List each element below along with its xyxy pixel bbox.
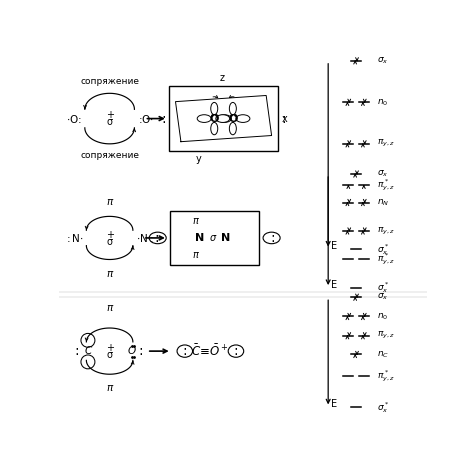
Text: x: x	[282, 114, 287, 123]
Text: $n_0$: $n_0$	[377, 311, 388, 322]
Ellipse shape	[211, 122, 218, 135]
Text: $n_0$: $n_0$	[377, 97, 388, 108]
Text: π: π	[107, 303, 113, 313]
Text: y: y	[196, 154, 201, 164]
Text: $\sigma_x$: $\sigma_x$	[377, 292, 389, 303]
Text: E: E	[330, 280, 337, 290]
Bar	[170, 211, 259, 265]
Text: $\pi_{y,z}$: $\pi_{y,z}$	[377, 225, 395, 237]
Ellipse shape	[236, 115, 250, 122]
Text: +: +	[106, 110, 114, 121]
Text: $n_C$: $n_C$	[377, 349, 389, 360]
Text: $\sigma_x$: $\sigma_x$	[377, 169, 389, 179]
Text: $\cdot$N$:$: $\cdot$N$:$	[136, 232, 154, 244]
Ellipse shape	[197, 115, 211, 122]
Text: +: +	[106, 343, 114, 353]
Text: :: :	[182, 344, 187, 358]
Ellipse shape	[211, 103, 218, 115]
Text: O: O	[210, 114, 219, 123]
Text: σ: σ	[107, 350, 113, 360]
Text: :: :	[155, 231, 159, 245]
Text: σ: σ	[107, 117, 113, 128]
Text: $\pi_{y,z}^*$: $\pi_{y,z}^*$	[377, 177, 395, 193]
Text: :: :	[138, 344, 143, 358]
Ellipse shape	[216, 115, 230, 122]
Text: $\pi_{y,z}^*$: $\pi_{y,z}^*$	[377, 369, 395, 384]
Ellipse shape	[229, 122, 237, 135]
Text: :: :	[75, 344, 79, 358]
Text: N: N	[221, 233, 230, 243]
Text: $\cdot$O:: $\cdot$O:	[66, 113, 82, 125]
Text: z: z	[219, 73, 225, 83]
Text: сопряжение: сопряжение	[80, 77, 139, 86]
Text: $\pi_{y,z}^*$: $\pi_{y,z}^*$	[377, 252, 395, 267]
Text: C: C	[84, 346, 91, 356]
Text: σ: σ	[210, 233, 216, 243]
Text: N: N	[195, 233, 204, 243]
Ellipse shape	[229, 103, 237, 115]
Text: O: O	[228, 114, 237, 123]
Text: $\sigma_x$: $\sigma_x$	[377, 55, 389, 66]
Bar	[169, 86, 278, 151]
Ellipse shape	[218, 115, 231, 122]
Text: $\sigma_x^*$: $\sigma_x^*$	[377, 242, 389, 257]
Text: O: O	[127, 346, 136, 356]
Text: :: :	[234, 344, 238, 358]
Text: :: :	[281, 112, 285, 126]
Text: $\sigma_x^*$: $\sigma_x^*$	[377, 280, 389, 295]
Text: $\pi_{y,z}$: $\pi_{y,z}$	[377, 330, 395, 341]
Text: $n_N$: $n_N$	[377, 197, 389, 208]
Text: π: π	[193, 216, 199, 225]
Text: :: :	[162, 112, 166, 126]
Text: $\sigma_x^*$: $\sigma_x^*$	[377, 400, 389, 415]
Text: E: E	[330, 399, 337, 409]
Text: π: π	[107, 383, 113, 394]
Text: :O$\cdot$: :O$\cdot$	[137, 113, 154, 125]
Text: π: π	[193, 250, 199, 260]
Text: π: π	[107, 197, 113, 207]
Text: E: E	[330, 241, 337, 251]
Text: сопряжение: сопряжение	[80, 151, 139, 160]
Text: σ: σ	[107, 237, 113, 247]
Text: $\pi_{y,z}$: $\pi_{y,z}$	[377, 138, 395, 149]
Text: $:$N$\cdot$: $:$N$\cdot$	[64, 232, 83, 244]
Text: $\bar{C}\!\equiv\!\bar{O}^+$: $\bar{C}\!\equiv\!\bar{O}^+$	[191, 343, 229, 359]
Text: π: π	[107, 269, 113, 279]
Text: +: +	[106, 230, 114, 240]
Text: :: :	[270, 231, 275, 245]
